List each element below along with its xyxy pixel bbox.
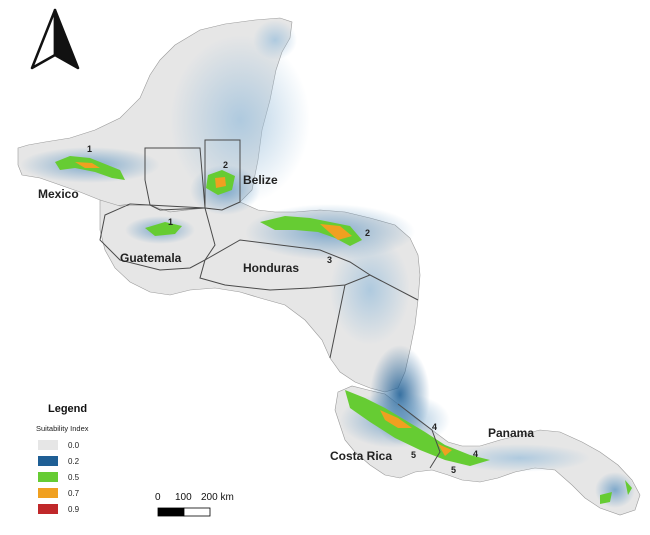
label-panama: Panama bbox=[488, 426, 534, 440]
label-costa-rica: Costa Rica bbox=[330, 449, 392, 463]
label-honduras: Honduras bbox=[243, 261, 299, 275]
north-arrow-icon bbox=[30, 8, 80, 70]
legend-swatch bbox=[38, 488, 58, 498]
legend-value: 0.0 bbox=[68, 441, 80, 450]
legend: Legend Suitability Index 0.0 0.2 0.5 0.7 0.9 bbox=[36, 403, 89, 514]
label-mexico: Mexico bbox=[38, 187, 79, 201]
label-belize: Belize bbox=[243, 173, 278, 187]
region-number: 4 bbox=[473, 449, 478, 459]
region-number: 5 bbox=[451, 465, 456, 475]
region-number: 5 bbox=[411, 450, 416, 460]
legend-value: 0.7 bbox=[68, 489, 80, 498]
legend-value: 0.2 bbox=[68, 457, 80, 466]
scale-tick-0: 0 bbox=[155, 492, 161, 503]
scale-tick-200: 200 km bbox=[201, 492, 234, 503]
legend-value: 0.5 bbox=[68, 473, 80, 482]
legend-value: 0.9 bbox=[68, 505, 80, 514]
scale-tick-100: 100 bbox=[175, 492, 192, 503]
label-guatemala: Guatemala bbox=[120, 251, 182, 265]
legend-swatch bbox=[38, 472, 58, 482]
region-number: 3 bbox=[327, 255, 332, 265]
legend-swatch bbox=[38, 504, 58, 514]
legend-title: Legend bbox=[48, 403, 87, 415]
scale-bar: 0 100 200 km bbox=[155, 492, 234, 517]
country-borders bbox=[99, 139, 441, 469]
region-number: 4 bbox=[432, 422, 437, 432]
region-number: 2 bbox=[365, 228, 370, 238]
legend-swatch bbox=[38, 456, 58, 466]
region-number: 2 bbox=[223, 160, 228, 170]
region-number: 1 bbox=[87, 144, 92, 154]
legend-subtitle: Suitability Index bbox=[36, 424, 89, 433]
legend-swatch bbox=[38, 440, 58, 450]
suitability-hotspots bbox=[55, 156, 632, 504]
region-number: 1 bbox=[168, 217, 173, 227]
